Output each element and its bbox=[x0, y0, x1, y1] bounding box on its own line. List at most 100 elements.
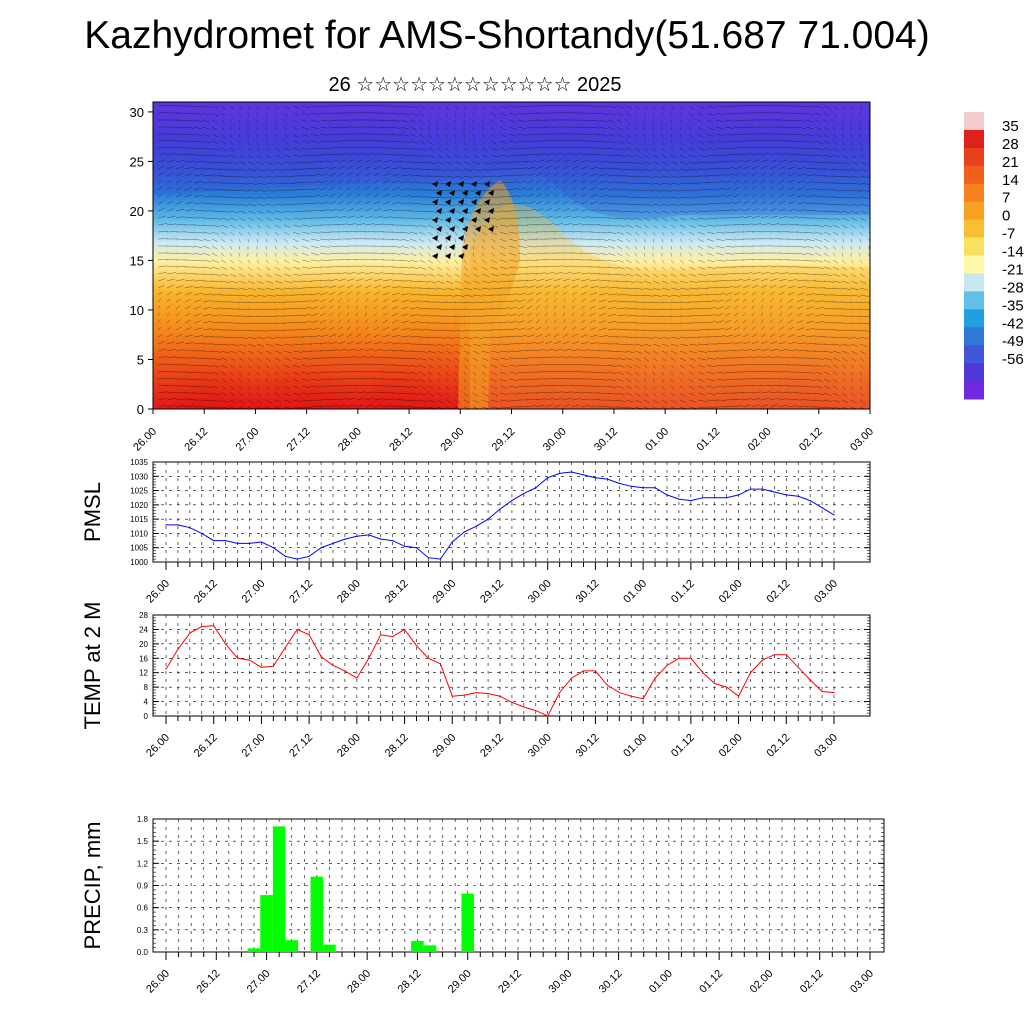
heatmap-x-tick-label: 29.12 bbox=[490, 426, 518, 454]
x-tick-label: 29.00 bbox=[446, 968, 474, 996]
x-tick-label: 29.12 bbox=[496, 968, 524, 996]
data-point bbox=[773, 491, 775, 493]
x-tick-label: 27.12 bbox=[287, 732, 315, 760]
x-tick-label: 01.12 bbox=[669, 578, 697, 606]
y-tick-label: 0.6 bbox=[137, 904, 149, 913]
data-point bbox=[606, 478, 608, 480]
x-tick-label: 01.12 bbox=[697, 968, 725, 996]
colorbar-label: 21 bbox=[1002, 154, 1019, 171]
data-point bbox=[773, 654, 775, 656]
colorbar-label: -7 bbox=[1002, 226, 1015, 243]
data-point bbox=[487, 693, 489, 695]
data-point bbox=[236, 542, 239, 545]
heatmap-x-tick-label: 28.12 bbox=[387, 426, 415, 454]
data-point bbox=[356, 677, 358, 679]
data-point bbox=[213, 625, 215, 627]
data-point bbox=[654, 487, 656, 489]
x-tick-label: 28.12 bbox=[383, 732, 411, 760]
data-point bbox=[761, 488, 764, 490]
data-point bbox=[594, 670, 597, 672]
colorbar-swatch bbox=[964, 291, 984, 310]
precip-bar bbox=[247, 948, 261, 952]
heatmap-x-tick-label: 02.12 bbox=[797, 426, 825, 454]
y-tick-label: 1020 bbox=[130, 501, 148, 510]
colorbar-label: 14 bbox=[1002, 172, 1019, 189]
x-tick-label: 30.00 bbox=[546, 968, 574, 996]
colorbar-swatch bbox=[964, 183, 984, 203]
x-tick-label: 01.00 bbox=[621, 732, 649, 760]
wind-flag bbox=[488, 208, 494, 214]
data-point bbox=[380, 634, 382, 636]
heatmap-y-tick-label: 20 bbox=[130, 204, 144, 219]
data-point bbox=[570, 677, 573, 679]
precip-bar bbox=[423, 945, 437, 952]
data-point bbox=[833, 691, 835, 694]
y-tick-label: 1005 bbox=[130, 544, 148, 553]
data-point bbox=[535, 709, 537, 712]
wind-flag bbox=[432, 199, 438, 205]
data-point bbox=[666, 664, 668, 667]
x-tick-label: 03.00 bbox=[812, 732, 840, 760]
wind-flag bbox=[449, 190, 455, 196]
data-point bbox=[368, 534, 370, 536]
colorbar-swatch bbox=[964, 165, 984, 185]
heatmap-x-tick-label: 30.00 bbox=[541, 426, 569, 454]
data-point bbox=[320, 547, 322, 549]
wind-flag bbox=[462, 226, 468, 232]
x-tick-label: 02.00 bbox=[717, 578, 745, 606]
wind-flag bbox=[475, 190, 481, 196]
heatmap-x-tick-label: 27.12 bbox=[285, 426, 313, 454]
y-tick-label: 1010 bbox=[130, 529, 148, 538]
data-point bbox=[702, 672, 704, 674]
heatmap-x-tick-label: 30.12 bbox=[592, 426, 620, 454]
wind-flag bbox=[484, 181, 490, 187]
data-point bbox=[165, 524, 167, 526]
y-tick-label: 1000 bbox=[130, 558, 148, 567]
data-point bbox=[737, 695, 740, 697]
data-point bbox=[344, 670, 346, 672]
x-tick-label: 30.00 bbox=[526, 578, 554, 606]
y-tick-label: 28 bbox=[139, 611, 148, 620]
wind-barb-field bbox=[157, 104, 870, 409]
wind-flag bbox=[436, 190, 442, 196]
heatmap-y-tick-label: 5 bbox=[137, 352, 144, 367]
x-tick-label: 02.12 bbox=[798, 968, 826, 996]
data-point bbox=[618, 691, 620, 694]
wind-flag bbox=[462, 208, 468, 214]
wind-flag bbox=[471, 199, 477, 205]
x-tick-label: 30.12 bbox=[597, 968, 625, 996]
x-tick-label: 01.12 bbox=[669, 732, 697, 760]
heatmap-x-tick-label: 26.00 bbox=[131, 426, 159, 454]
x-tick-label: 27.00 bbox=[245, 968, 273, 996]
wind-flag bbox=[432, 217, 438, 223]
wind-flag bbox=[458, 235, 464, 241]
data-point bbox=[260, 666, 263, 668]
data-point bbox=[272, 665, 274, 667]
colorbar-label: 35 bbox=[1002, 118, 1019, 135]
colorbar-swatch bbox=[964, 255, 984, 274]
wind-flag bbox=[475, 208, 481, 214]
data-point bbox=[761, 659, 764, 661]
colorbar-label: -49 bbox=[1002, 333, 1024, 350]
wind-flag bbox=[488, 190, 494, 196]
data-point bbox=[380, 538, 382, 540]
wind-flag bbox=[436, 244, 442, 250]
heatmap-y-tick-label: 25 bbox=[130, 154, 144, 169]
data-point bbox=[344, 538, 346, 540]
colorbar-label: -42 bbox=[1002, 315, 1024, 332]
data-point bbox=[702, 497, 704, 499]
data-point bbox=[714, 682, 716, 685]
heatmap-x-tick-label: 01.12 bbox=[695, 426, 723, 454]
x-tick-label: 28.00 bbox=[335, 578, 363, 606]
data-point bbox=[368, 657, 370, 659]
data-point bbox=[499, 695, 501, 697]
data-point bbox=[749, 488, 752, 490]
data-point bbox=[547, 477, 549, 479]
x-tick-label: 26.00 bbox=[144, 578, 172, 606]
x-tick-label: 26.00 bbox=[144, 968, 172, 996]
x-tick-label: 29.00 bbox=[430, 732, 458, 760]
wind-flag bbox=[445, 181, 451, 187]
data-point bbox=[403, 628, 406, 631]
x-tick-label: 02.00 bbox=[748, 968, 776, 996]
data-point bbox=[415, 645, 418, 647]
